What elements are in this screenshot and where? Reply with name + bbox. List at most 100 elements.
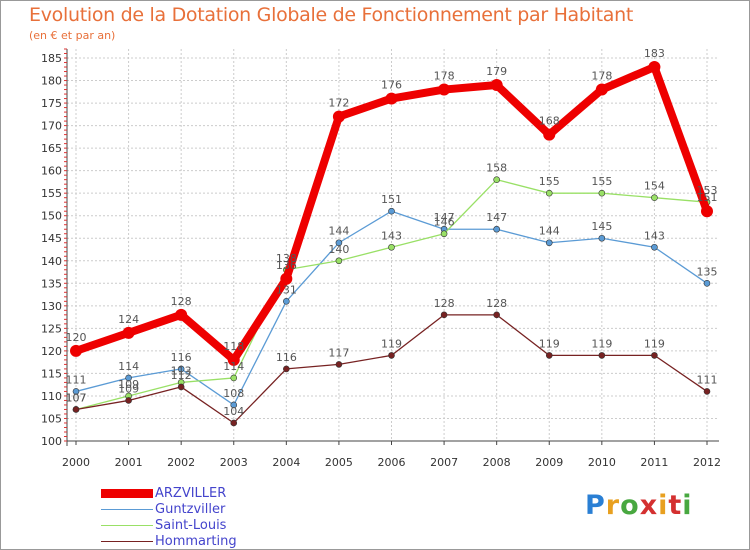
legend-swatch-hommarting	[101, 541, 153, 542]
data-label-saint-louis: 154	[644, 180, 665, 193]
y-tick-label: 145	[41, 232, 62, 245]
data-point-guntzviller	[335, 239, 343, 247]
data-point-hommarting	[125, 397, 132, 404]
logo-letter: P	[585, 490, 606, 521]
data-label-saint-louis: 109	[118, 378, 139, 391]
data-label-guntzviller: 108	[223, 387, 244, 400]
y-tick-label: 120	[41, 345, 62, 358]
data-point-hommarting	[177, 383, 185, 391]
data-point-arzviller	[122, 326, 135, 339]
y-tick-label: 165	[41, 142, 62, 155]
data-point-hommarting	[493, 311, 500, 319]
data-point-guntzviller	[598, 234, 606, 242]
data-label-hommarting: 119	[644, 337, 665, 350]
data-point-guntzviller	[72, 388, 80, 395]
data-point-saint-louis	[230, 374, 238, 382]
logo-letter: i	[682, 490, 693, 521]
y-tick-label: 185	[41, 52, 62, 65]
data-point-hommarting	[598, 352, 606, 359]
axes: 100 105 110 115 120 125 130 135 140 145 150 155 160 1…	[41, 48, 721, 469]
data-point-hommarting	[703, 388, 711, 395]
data-point-guntzviller	[651, 243, 658, 251]
y-tick-label: 130	[41, 300, 62, 313]
data-point-guntzviller	[283, 298, 290, 305]
data-label-hommarting: 104	[223, 405, 244, 418]
logo-letter: r	[605, 490, 621, 521]
x-tick-label: 2003	[220, 456, 248, 469]
data-point-hommarting	[230, 419, 238, 427]
legend-label-hommarting: Hommarting	[155, 534, 237, 549]
proxiti-logo: Proxiti	[585, 490, 693, 521]
data-label-hommarting: 109	[118, 382, 139, 395]
data-label-arzviller: 136	[276, 259, 297, 272]
logo-letter: t	[668, 490, 683, 521]
y-tick-label: 170	[41, 120, 62, 133]
data-label-hommarting: 119	[381, 337, 402, 350]
data-point-hommarting	[388, 352, 395, 359]
data-label-guntzviller: 116	[171, 351, 192, 364]
legend-label-guntzviller: Guntzviller	[155, 502, 226, 517]
legend-swatch-arzviller	[101, 489, 153, 498]
logo-letter: o	[620, 490, 640, 521]
data-label-arzviller: 178	[434, 70, 455, 83]
x-tick-label: 2004	[272, 456, 300, 469]
x-tick-label: 2006	[378, 456, 406, 469]
data-label-guntzviller: 151	[381, 193, 402, 206]
data-point-arzviller	[280, 272, 293, 285]
data-label-arzviller: 120	[66, 331, 87, 344]
data-label-guntzviller: 147	[486, 211, 507, 224]
data-label-saint-louis: 146	[434, 216, 455, 229]
data-label-saint-louis: 158	[486, 162, 507, 175]
data-label-saint-louis: 155	[591, 175, 612, 188]
legend-swatch-saint-louis	[101, 525, 153, 526]
data-point-arzviller	[70, 344, 82, 357]
data-label-arzviller: 176	[381, 79, 402, 92]
data-label-saint-louis: 113	[171, 364, 192, 377]
data-point-guntzviller	[493, 225, 500, 233]
data-label-saint-louis: 114	[223, 360, 244, 373]
x-tick-label: 2008	[483, 456, 511, 469]
y-tick-label: 180	[41, 75, 62, 88]
y-tick-label: 115	[41, 367, 62, 380]
legend-label-saint-louis: Saint-Louis	[155, 518, 227, 533]
data-point-hommarting	[72, 406, 80, 413]
chart-title: Evolution de la Dotation Globale de Fonc…	[29, 4, 634, 26]
data-label-hommarting: 119	[591, 337, 612, 350]
data-label-guntzviller: 111	[66, 373, 87, 386]
y-tick-label: 100	[41, 435, 62, 448]
y-tick-label: 125	[41, 322, 62, 335]
data-point-saint-louis	[598, 189, 606, 197]
data-label-arzviller: 183	[644, 47, 665, 60]
y-tick-label: 105	[41, 412, 62, 425]
data-point-hommarting	[440, 311, 448, 319]
data-point-saint-louis	[388, 243, 395, 251]
data-point-arzviller	[227, 353, 240, 366]
x-tick-label: 2001	[115, 456, 143, 469]
data-label-arzviller: 179	[486, 65, 507, 78]
data-label-hommarting: 128	[486, 297, 507, 310]
data-label-hommarting: 111	[697, 373, 718, 386]
data-label-saint-louis: 140	[328, 243, 349, 256]
legend-label-arzviller: ARZVILLER	[155, 486, 227, 501]
x-tick-label: 2007	[430, 456, 458, 469]
y-tick-label: 175	[41, 97, 62, 110]
data-point-arzviller	[648, 61, 661, 74]
x-tick-label: 2005	[325, 456, 353, 469]
data-label-arzviller: 168	[539, 115, 560, 128]
y-tick-label: 150	[41, 210, 62, 223]
logo-letter: i	[658, 490, 669, 521]
data-label-guntzviller: 131	[276, 283, 297, 296]
data-label-arzviller: 124	[118, 313, 139, 326]
data-label-arzviller: 118	[223, 340, 244, 353]
x-tick-label: 2011	[640, 456, 668, 469]
data-label-guntzviller: 143	[644, 229, 665, 242]
data-label-arzviller: 151	[697, 191, 718, 204]
data-point-saint-louis	[545, 189, 553, 197]
data-label-guntzviller: 147	[434, 211, 455, 224]
data-point-hommarting	[545, 352, 553, 359]
data-point-hommarting	[283, 365, 290, 373]
data-point-guntzviller	[177, 365, 185, 373]
